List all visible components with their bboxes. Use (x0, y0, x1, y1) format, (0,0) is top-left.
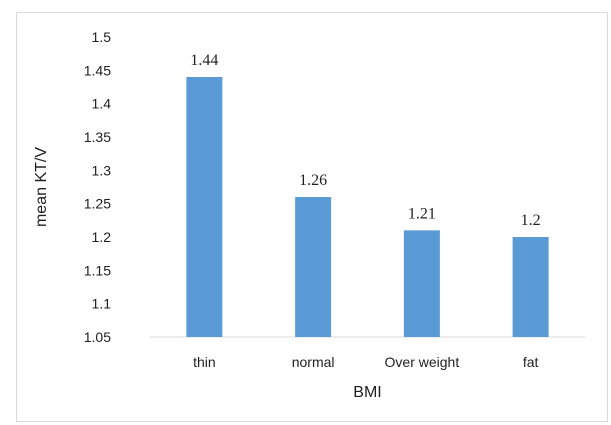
y-tick-label: 1.1 (92, 296, 112, 312)
bar-fat (512, 237, 549, 337)
x-tick-label: normal (292, 354, 335, 370)
bar-normal (295, 197, 332, 337)
y-tick-label: 1.5 (92, 29, 112, 45)
y-axis-ticks: 1.05 1.1 1.15 1.2 1.25 1.3 1.35 1.4 1.45 1.5 (84, 29, 111, 345)
data-label: 1.21 (408, 205, 436, 222)
bars (186, 77, 549, 337)
y-tick-label: 1.3 (92, 162, 112, 178)
bar-thin (186, 77, 223, 337)
y-tick-label: 1.35 (84, 129, 111, 145)
data-label: 1.2 (521, 212, 541, 229)
x-tick-label: fat (523, 354, 539, 370)
x-axis-title: BMI (353, 384, 381, 401)
data-labels: 1.44 1.26 1.21 1.2 (190, 52, 540, 229)
y-tick-label: 1.25 (84, 196, 111, 212)
y-tick-label: 1.45 (84, 62, 111, 78)
y-tick-label: 1.15 (84, 262, 111, 278)
x-tick-label: thin (193, 354, 216, 370)
y-tick-label: 1.2 (92, 229, 112, 245)
data-label: 1.26 (299, 172, 327, 189)
data-label: 1.44 (190, 52, 218, 69)
y-axis-title: mean KT/V (33, 147, 50, 227)
bar-over-weight (403, 230, 440, 337)
x-tick-label: Over weight (385, 354, 460, 370)
x-axis-ticks: thin normal Over weight fat (193, 354, 538, 370)
y-tick-label: 1.05 (84, 329, 111, 345)
y-tick-label: 1.4 (92, 96, 112, 112)
